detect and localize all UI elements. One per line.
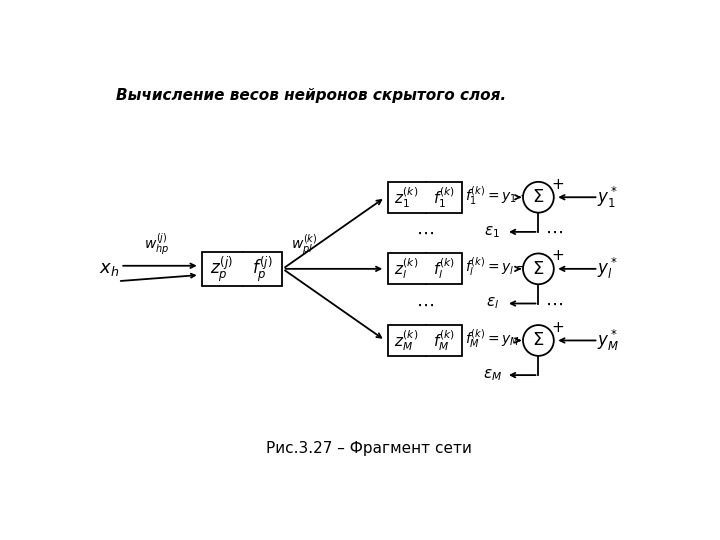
FancyBboxPatch shape [388,182,462,213]
Text: $\Sigma$: $\Sigma$ [532,260,544,278]
Text: $z_p^{(j)}$: $z_p^{(j)}$ [210,254,233,284]
Text: $y_M^*$: $y_M^*$ [597,328,618,353]
Text: $+$: $+$ [551,177,564,192]
Circle shape [523,325,554,356]
Text: $z_l^{(k)}$: $z_l^{(k)}$ [394,256,418,281]
Text: $\cdots$: $\cdots$ [416,224,434,242]
Text: $f_l^{(k)}$: $f_l^{(k)}$ [433,256,456,281]
Text: $\Sigma$: $\Sigma$ [532,188,544,206]
FancyBboxPatch shape [202,252,282,286]
Circle shape [523,253,554,284]
Text: $+$: $+$ [551,320,564,335]
Text: Вычисление весов нейронов скрытого слоя.: Вычисление весов нейронов скрытого слоя. [117,88,507,103]
Text: $\varepsilon_l$: $\varepsilon_l$ [485,296,499,312]
Text: $\Sigma$: $\Sigma$ [532,332,544,349]
Text: $f_l^{(k)}=y_l-$: $f_l^{(k)}=y_l-$ [465,256,528,279]
FancyBboxPatch shape [388,325,462,356]
Text: $\cdots$: $\cdots$ [545,294,563,313]
Text: $\varepsilon_1$: $\varepsilon_1$ [485,224,500,240]
Text: $+$: $+$ [551,248,564,264]
Text: $z_1^{(k)}$: $z_1^{(k)}$ [394,185,418,210]
Text: Рис.3.27 – Фрагмент сети: Рис.3.27 – Фрагмент сети [266,441,472,456]
Text: $f_M^{(k)}$: $f_M^{(k)}$ [433,328,456,353]
Text: $f_1^{(k)}=y_1-$: $f_1^{(k)}=y_1-$ [465,185,531,207]
Text: $y_1^*$: $y_1^*$ [598,185,618,210]
Text: $x_h$: $x_h$ [99,260,119,278]
Text: $z_M^{(k)}$: $z_M^{(k)}$ [394,328,418,353]
Text: $\cdots$: $\cdots$ [545,223,563,241]
Text: $w_{hp}^{(j)}$: $w_{hp}^{(j)}$ [144,231,169,256]
Text: $f_p^{(j)}$: $f_p^{(j)}$ [253,254,273,284]
FancyBboxPatch shape [388,253,462,284]
Text: $f_M^{(k)}=y_M-$: $f_M^{(k)}=y_M-$ [465,328,534,350]
Circle shape [523,182,554,213]
Text: $\varepsilon_M$: $\varepsilon_M$ [482,367,502,383]
Text: $\cdots$: $\cdots$ [416,296,434,314]
Text: $f_1^{(k)}$: $f_1^{(k)}$ [433,185,456,210]
Text: $y_l^*$: $y_l^*$ [598,256,618,281]
Text: $w_{pl}^{(k)}$: $w_{pl}^{(k)}$ [291,233,318,258]
